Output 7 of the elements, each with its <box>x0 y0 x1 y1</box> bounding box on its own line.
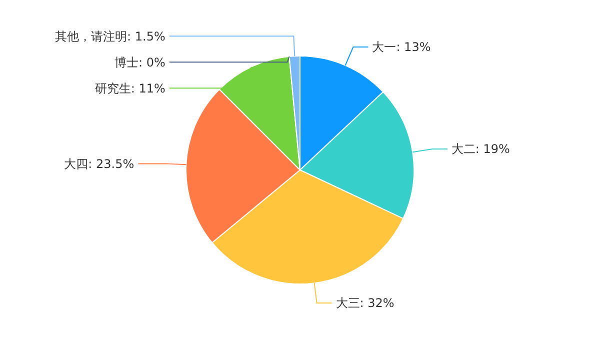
slice-label: 大一: 13% <box>372 40 431 54</box>
category-label: 博士: 0% <box>114 55 166 70</box>
slice-label: 大四: 23.5% <box>64 156 134 171</box>
slice-label: 其他，请注明: 1.5% <box>55 29 166 44</box>
slice-label: 研究生: 11% <box>94 81 166 96</box>
slice-label: 大三: 32% <box>336 296 394 310</box>
slice-label: 大二: 19% <box>451 142 510 156</box>
